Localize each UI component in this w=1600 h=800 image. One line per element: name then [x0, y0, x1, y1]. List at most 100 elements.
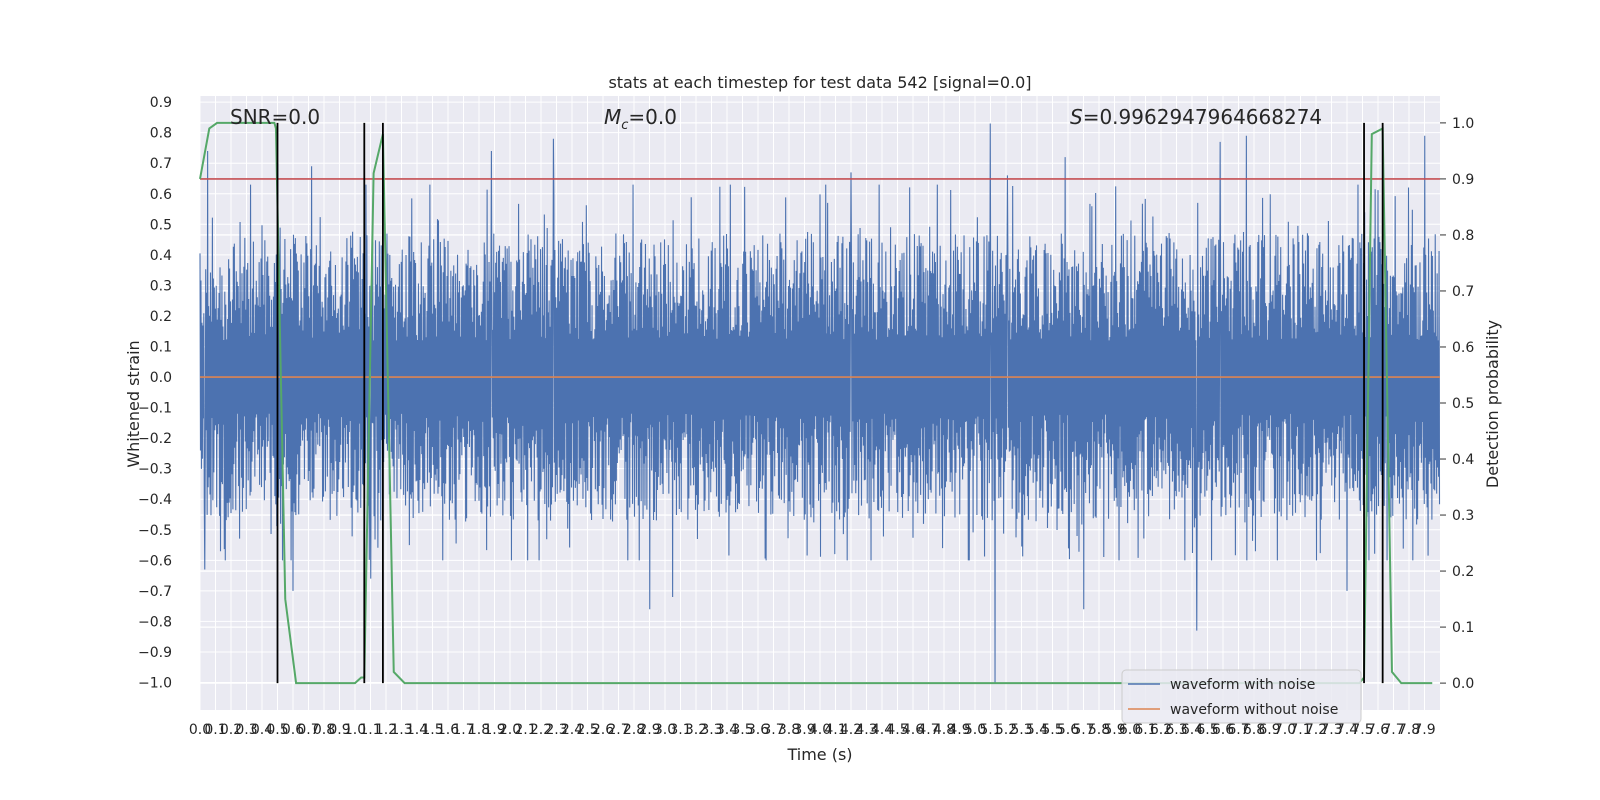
y-tick-label: 0.9	[150, 95, 172, 111]
x-tick-label: 3.7	[762, 722, 784, 738]
y2-tick-label: 1.0	[1452, 116, 1474, 132]
x-tick-label: 0.0	[189, 722, 211, 738]
x-tick-label: 6.1	[1134, 722, 1156, 738]
x-tick-label: 4.1	[824, 722, 846, 738]
x-tick-label: 0.9	[328, 722, 350, 738]
x-tick-label: 5.3	[1010, 722, 1032, 738]
y2-tick-label: 0.3	[1452, 508, 1474, 524]
x-tick-label: 0.3	[235, 722, 257, 738]
x-tick-label: 4.9	[948, 722, 970, 738]
x-tick-label: 6.3	[1165, 722, 1187, 738]
x-tick-label: 6.8	[1243, 722, 1265, 738]
legend-label-clean: waveform without noise	[1170, 702, 1338, 718]
x-tick-label: 2.9	[638, 722, 660, 738]
x-tick-label: 7.2	[1305, 722, 1327, 738]
x-tick-label: 7.1	[1289, 722, 1311, 738]
x-tick-label: 1.7	[452, 722, 474, 738]
y-tick-label: 0.7	[150, 156, 172, 172]
x-tick-label: 1.2	[375, 722, 397, 738]
y-tick-label: −0.8	[138, 614, 172, 630]
y2-tick-label: 0.4	[1452, 452, 1474, 468]
x-tick-label: 3.3	[700, 722, 722, 738]
x-tick-label: 4.2	[840, 722, 862, 738]
x-tick-label: 6.6	[1212, 722, 1234, 738]
y-tick-label: −0.9	[138, 645, 172, 661]
x-tick-label: 1.6	[437, 722, 459, 738]
y-tick-label: 0.1	[150, 339, 172, 355]
x-tick-label: 2.4	[561, 722, 583, 738]
x-tick-label: 4.0	[809, 722, 831, 738]
x-tick-label: 5.1	[979, 722, 1001, 738]
x-tick-label: 2.7	[607, 722, 629, 738]
y2-tick-label: 0.5	[1452, 396, 1474, 412]
y2-axis-label: Detection probability	[1483, 320, 1502, 488]
x-tick-label: 0.6	[282, 722, 304, 738]
x-tick-label: 4.5	[886, 722, 908, 738]
x-tick-label: 5.7	[1072, 722, 1094, 738]
y-axis-label: Whitened strain	[124, 340, 143, 467]
x-tick-label: 6.5	[1196, 722, 1218, 738]
x-axis-ticks: 0.00.10.20.30.40.50.60.70.80.91.01.11.21…	[189, 722, 1436, 738]
x-tick-label: 0.5	[266, 722, 288, 738]
x-tick-label: 5.5	[1041, 722, 1063, 738]
x-tick-label: 3.1	[669, 722, 691, 738]
score-annotation: S=0.9962947964668274	[1070, 105, 1322, 129]
x-tick-label: 1.1	[359, 722, 381, 738]
x-tick-label: 6.9	[1258, 722, 1280, 738]
y2-tick-label: 0.8	[1452, 228, 1474, 244]
x-tick-label: 1.3	[390, 722, 412, 738]
score-value: =0.9962947964668274	[1083, 105, 1322, 129]
y2-tick-label: 0.6	[1452, 340, 1474, 356]
y-tick-label: 0.4	[150, 248, 172, 264]
x-tick-label: 2.1	[514, 722, 536, 738]
y-tick-label: −0.3	[138, 462, 172, 478]
x-tick-label: 2.0	[499, 722, 521, 738]
noisy-waveform-line	[199, 123, 1441, 683]
x-tick-label: 5.6	[1057, 722, 1079, 738]
x-tick-label: 5.0	[964, 722, 986, 738]
y-tick-label: −0.4	[138, 492, 172, 508]
x-tick-label: 7.8	[1398, 722, 1420, 738]
x-tick-label: 7.4	[1336, 722, 1358, 738]
x-tick-label: 6.0	[1119, 722, 1141, 738]
x-tick-label: 5.9	[1103, 722, 1125, 738]
x-tick-label: 0.7	[297, 722, 319, 738]
x-tick-label: 5.2	[995, 722, 1017, 738]
x-tick-label: 2.8	[623, 722, 645, 738]
x-tick-label: 3.4	[716, 722, 738, 738]
y-axis-ticks: 0.9 0.8 0.7 0.6 0.5 0.4 0.3 0.2 0.1 0.0 −0.1 −0.2 −0…	[138, 95, 172, 691]
x-tick-label: 7.5	[1351, 722, 1373, 738]
x-tick-label: 3.6	[747, 722, 769, 738]
y2-axis-ticks: 1.0 0.9 0.8 0.7 0.6 0.5 0.4 0.3 0.2 0.1 0.0	[1440, 116, 1474, 692]
x-tick-label: 7.9	[1413, 722, 1435, 738]
y2-tick-label: 0.9	[1452, 172, 1474, 188]
x-tick-label: 7.3	[1320, 722, 1342, 738]
y-tick-label: −0.7	[138, 584, 172, 600]
x-tick-label: 3.9	[793, 722, 815, 738]
legend-label-noisy: waveform with noise	[1170, 677, 1315, 693]
chart-title: stats at each timestep for test data 542…	[608, 73, 1031, 92]
x-tick-label: 1.9	[483, 722, 505, 738]
chirp-mass-symbol: M	[604, 105, 621, 129]
x-tick-label: 2.6	[592, 722, 614, 738]
y-tick-label: 0.8	[150, 126, 172, 142]
y-tick-label: −0.1	[138, 401, 172, 417]
series-layer	[199, 123, 1441, 683]
x-tick-label: 2.2	[530, 722, 552, 738]
y2-tick-label: 0.1	[1452, 620, 1474, 636]
y-tick-label: −0.2	[138, 431, 172, 447]
x-tick-label: 3.0	[654, 722, 676, 738]
x-tick-label: 1.4	[406, 722, 428, 738]
y-tick-label: −0.6	[138, 553, 172, 569]
x-tick-label: 0.8	[313, 722, 335, 738]
x-tick-label: 0.1	[204, 722, 226, 738]
x-tick-label: 4.6	[902, 722, 924, 738]
x-tick-label: 3.8	[778, 722, 800, 738]
x-tick-label: 7.0	[1274, 722, 1296, 738]
y-tick-label: 0.0	[150, 370, 172, 386]
x-tick-label: 0.4	[251, 722, 273, 738]
x-tick-label: 2.5	[576, 722, 598, 738]
legend-box	[1121, 669, 1362, 724]
x-tick-label: 4.3	[855, 722, 877, 738]
